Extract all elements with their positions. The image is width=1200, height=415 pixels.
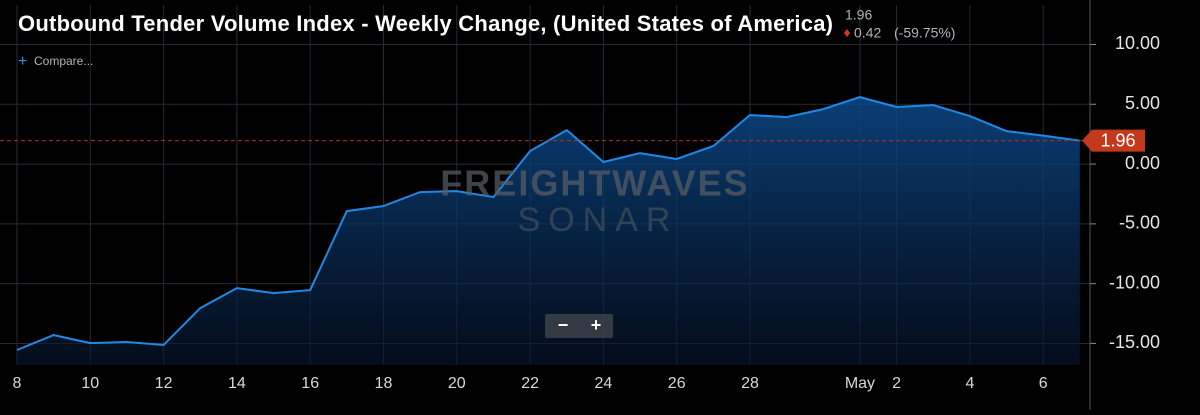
y-tick-label: -10.00 bbox=[1109, 272, 1160, 292]
y-tick-label: 5.00 bbox=[1125, 93, 1160, 113]
x-tick-label: 10 bbox=[81, 375, 99, 392]
watermark: FREIGHTWAVES bbox=[440, 163, 749, 204]
x-tick-label: 20 bbox=[448, 375, 466, 392]
last-value: 1.96 bbox=[845, 7, 872, 23]
y-tick-label: 0.00 bbox=[1125, 153, 1160, 173]
last-value-label: 1.96 bbox=[1100, 130, 1135, 150]
zoom-controls bbox=[545, 314, 613, 338]
x-tick-label: 4 bbox=[965, 375, 974, 392]
area bbox=[17, 97, 1080, 365]
x-tick-label: 22 bbox=[521, 375, 539, 392]
x-tick-label: 6 bbox=[1039, 375, 1048, 392]
change-icon bbox=[844, 29, 850, 37]
chart-title: Outbound Tender Volume Index - Weekly Ch… bbox=[18, 11, 833, 36]
x-tick-label: 2 bbox=[892, 375, 901, 392]
x-tick-label: 28 bbox=[741, 375, 759, 392]
change-percent: (-59.75%) bbox=[894, 25, 955, 41]
x-tick-label: 26 bbox=[668, 375, 686, 392]
y-tick-label: -15.00 bbox=[1109, 332, 1160, 352]
x-tick-label: 14 bbox=[228, 375, 246, 392]
last-value-tag bbox=[1082, 129, 1145, 152]
x-tick-label: 24 bbox=[595, 375, 613, 392]
x-tick-label: 16 bbox=[301, 375, 319, 392]
x-tick-label: 8 bbox=[13, 375, 22, 392]
watermark: SONAR bbox=[518, 201, 679, 239]
x-tick-label: 12 bbox=[155, 375, 173, 392]
zoom-out-button[interactable]: − bbox=[558, 315, 569, 335]
y-tick-label: 10.00 bbox=[1115, 33, 1160, 53]
x-tick-label: May bbox=[845, 375, 875, 392]
y-tick-label: -5.00 bbox=[1119, 213, 1160, 233]
x-tick-label: 18 bbox=[375, 375, 393, 392]
compare-label[interactable]: Compare... bbox=[34, 54, 93, 68]
compare-icon: + bbox=[18, 53, 27, 70]
change: 0.42 bbox=[854, 25, 881, 41]
compare-button[interactable]: + Compare... bbox=[18, 53, 93, 70]
zoom-in-button[interactable]: + bbox=[591, 315, 602, 335]
